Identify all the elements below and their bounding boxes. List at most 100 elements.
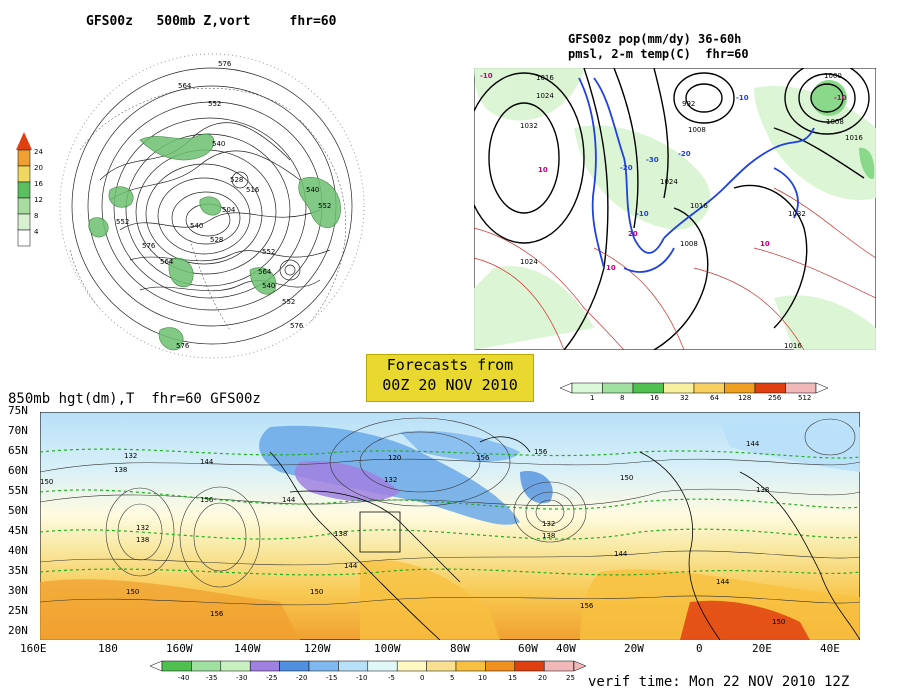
lon-label: 160E (20, 642, 47, 655)
verif-time: verif time: Mon 22 NOV 2010 12Z (588, 674, 850, 690)
pressure-label: 1032 (788, 210, 806, 218)
lon-label: 80W (450, 642, 470, 655)
colorbar-swatch (663, 382, 695, 394)
temp-label: -10 (736, 94, 749, 102)
panel-500mb-map (16, 53, 365, 359)
contour-label: 138 (136, 536, 150, 544)
panel-500mb-title: GFS00z 500mb Z,vort fhr=60 (86, 14, 337, 29)
contour-label: 540 (190, 222, 204, 230)
colorbar-label: 25 (566, 674, 575, 682)
contour-label: 540 (262, 282, 276, 290)
colorbar-swatch (220, 660, 251, 672)
colorbar-swatch (543, 660, 574, 672)
lon-label: 60W (518, 642, 538, 655)
contour-label: 150 (620, 474, 634, 482)
contour-label: 138 (542, 532, 556, 540)
contour-label: 144 (282, 496, 296, 504)
colorbar-label: 4 (34, 228, 39, 236)
lon-label: 40W (556, 642, 576, 655)
contour-label: 156 (476, 454, 490, 462)
contour-label: 552 (116, 218, 130, 226)
contour-label: 156 (534, 448, 548, 456)
colorbar-label: 0 (420, 674, 425, 682)
precip-shading (474, 68, 876, 350)
contour-label: 132 (384, 476, 398, 484)
pressure-label: 1024 (520, 258, 538, 266)
colorbar-swatch (367, 660, 398, 672)
colorbar-label: 256 (768, 394, 782, 402)
contour-label: 552 (282, 298, 296, 306)
contour-label: 564 (160, 258, 174, 266)
lat-label: 55N (8, 484, 28, 497)
lon-label: 0 (696, 642, 703, 655)
temp-label: -10 (636, 210, 649, 218)
lat-label: 50N (8, 504, 28, 517)
colorbar-label: 12 (34, 196, 43, 204)
temperature-shading (40, 419, 860, 640)
contour-label: 504 (222, 206, 236, 214)
colorbar-swatch (338, 660, 369, 672)
pressure-label: 1016 (536, 74, 554, 82)
colorbar-label: 15 (508, 674, 517, 682)
contour-label: 564 (178, 82, 192, 90)
colorbar-swatch (485, 660, 516, 672)
colorbar-swatch (632, 382, 664, 394)
temp-label: -10 (480, 72, 493, 80)
contour-label: 540 (212, 140, 226, 148)
colorbar-swatch (249, 660, 280, 672)
longitude-axis: 160E 180 160W 140W 120W 100W 80W 60W 40W… (20, 642, 880, 656)
contour-label: 576 (290, 322, 304, 330)
colorbar-label: 16 (34, 180, 43, 188)
height-contours (40, 417, 860, 606)
precip-colorbar (560, 382, 829, 394)
colorbar-label: 10 (478, 674, 487, 682)
pressure-label: 1008 (826, 118, 844, 126)
colorbar-swatch (396, 660, 427, 672)
forecast-init-box: Forecasts from 00Z 20 NOV 2010 (366, 354, 534, 402)
colorbar-label: -15 (326, 674, 338, 682)
temp-label: -30 (646, 156, 659, 164)
contour-label: 552 (262, 248, 276, 256)
panel-850mb-title: 850mb hgt(dm),T fhr=60 GFS00z (8, 391, 261, 407)
contour-label: 528 (230, 176, 244, 184)
contour-label: 132 (136, 524, 150, 532)
colorbar-swatch (754, 382, 786, 394)
colorbar-label: 16 (650, 394, 659, 402)
colorbar-label: -5 (388, 674, 395, 682)
vorticity-shading (88, 133, 341, 351)
contour-label: 132 (124, 452, 138, 460)
vorticity-colorbar (16, 132, 32, 247)
colorbar-swatch (785, 382, 817, 394)
colorbar-swatch (308, 660, 339, 672)
contour-label: 516 (246, 186, 260, 194)
colorbar-label: 8 (620, 394, 625, 402)
contour-label: 528 (210, 236, 224, 244)
temp-isotherms-red (474, 187, 876, 350)
colorbar-label: 8 (34, 212, 39, 220)
temp-colorbar-labels: -40 -35 -30 -25 -20 -15 -10 -5 0 5 10 15… (162, 674, 582, 684)
colorbar-swatch (514, 660, 545, 672)
lon-label: 160W (166, 642, 193, 655)
colorbar-label: 64 (710, 394, 719, 402)
lat-label: 65N (8, 444, 28, 457)
contour-label: 132 (542, 520, 556, 528)
latitude-axis: 75N 70N 65N 60N 55N 50N 45N 40N 35N 30N … (8, 404, 40, 640)
temp-label: 20 (628, 230, 638, 238)
pressure-label: 1032 (520, 122, 538, 130)
colorbar-label: 32 (680, 394, 689, 402)
lat-label: 35N (8, 564, 28, 577)
contour-label: 150 (772, 618, 786, 626)
temp-label: 10 (760, 240, 770, 248)
coastlines (269, 436, 860, 640)
colorbar-label: 20 (538, 674, 547, 682)
colorbar-label: -25 (266, 674, 278, 682)
precip-heavy (811, 80, 875, 179)
lat-label: 75N (8, 404, 28, 417)
colorbar-swatch (455, 660, 486, 672)
contour-label: 150 (126, 588, 140, 596)
colorbar-swatch (602, 382, 634, 394)
colorbar-swatch (724, 382, 756, 394)
colorbar-label: 20 (34, 164, 43, 172)
colorbar-label: 1 (590, 394, 595, 402)
lon-label: 20W (624, 642, 644, 655)
